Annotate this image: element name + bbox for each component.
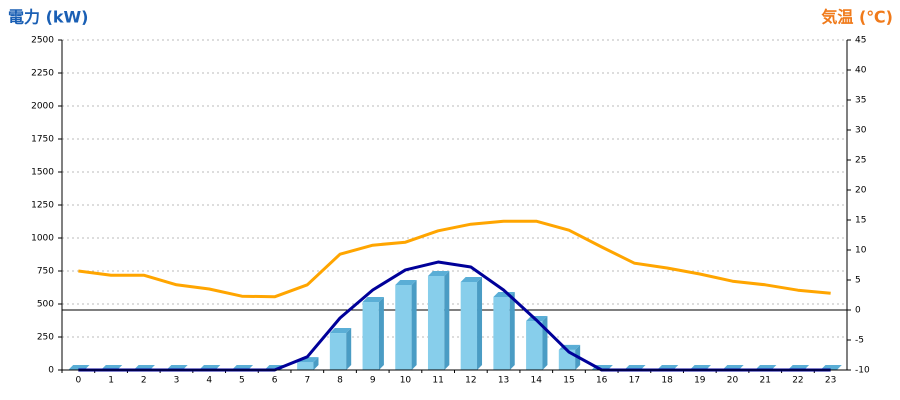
y-tick-label: 250	[37, 333, 54, 343]
x-tick-label: 19	[694, 376, 706, 386]
y2-tick-label: 40	[855, 66, 867, 76]
line	[78, 219, 831, 299]
x-tick-label: 23	[825, 376, 836, 386]
y2-tick-label: 0	[855, 306, 861, 316]
x-tick-label: 3	[174, 376, 180, 386]
bar	[297, 362, 314, 370]
bar-top	[427, 271, 450, 277]
bar-side	[313, 357, 319, 370]
x-tick-label: 0	[75, 376, 81, 386]
x-tick-label: 7	[304, 376, 310, 386]
y2-tick-label: -10	[855, 366, 870, 376]
x-tick-label: 15	[563, 376, 574, 386]
y2-tick-label: 20	[855, 186, 867, 196]
bar-side	[509, 292, 515, 370]
y-tick-label: 1250	[31, 201, 54, 211]
x-tick-label: 6	[272, 376, 278, 386]
y-tick-label: 750	[37, 267, 54, 277]
x-tick-label: 11	[432, 376, 443, 386]
x-tick-label: 1	[108, 376, 114, 386]
bar-side	[378, 297, 384, 370]
bar-top	[460, 276, 483, 282]
bar	[362, 302, 379, 370]
y-tick-label: 0	[48, 366, 54, 376]
bar	[460, 281, 478, 370]
y-tick-label: 500	[37, 300, 54, 310]
bar	[526, 321, 543, 370]
x-tick-label: 5	[239, 376, 245, 386]
y2-tick-label: 35	[855, 96, 866, 106]
bar-top	[362, 297, 384, 303]
x-tick-label: 21	[760, 376, 771, 386]
bar-top	[329, 328, 352, 334]
bar	[329, 333, 347, 370]
bar	[558, 349, 576, 370]
y2-tick-label: 5	[855, 276, 861, 286]
bar-side	[346, 328, 352, 370]
y2-tick-label: 45	[855, 36, 866, 46]
y2-tick-label: 30	[855, 126, 867, 136]
x-tick-label: 18	[661, 376, 673, 386]
y2-tick-label: 25	[855, 156, 866, 166]
bar-side	[477, 276, 483, 370]
y-tick-label: 1750	[31, 135, 54, 145]
y-tick-label: 1500	[31, 168, 54, 178]
x-tick-label: 12	[465, 376, 476, 386]
x-tick-label: 14	[531, 376, 543, 386]
x-tick-label: 17	[629, 376, 640, 386]
bar	[395, 284, 412, 370]
bar-side	[542, 316, 548, 370]
x-tick-label: 22	[792, 376, 803, 386]
y2-tick-label: 10	[855, 246, 867, 256]
x-tick-label: 4	[206, 376, 212, 386]
y2-tick-label: -5	[855, 336, 864, 346]
x-tick-label: 9	[370, 376, 376, 386]
y2-axis-title: 気温 (℃)	[821, 8, 893, 27]
x-tick-label: 13	[498, 376, 509, 386]
x-tick-label: 16	[596, 376, 608, 386]
y-tick-label: 2250	[31, 69, 54, 79]
y-axis-title: 電力 (kW)	[8, 8, 89, 27]
y-tick-label: 2500	[31, 36, 54, 46]
bar-side	[411, 279, 417, 370]
x-tick-label: 8	[337, 376, 343, 386]
x-tick-label: 20	[727, 376, 739, 386]
bar	[493, 297, 510, 370]
y-tick-label: 1000	[31, 234, 54, 244]
x-tick-label: 2	[141, 376, 147, 386]
bar	[427, 276, 445, 370]
y2-tick-label: 15	[855, 216, 866, 226]
y-tick-label: 2000	[31, 102, 54, 112]
bar-top	[395, 279, 417, 285]
x-tick-label: 10	[400, 376, 412, 386]
bar-side	[444, 271, 450, 370]
